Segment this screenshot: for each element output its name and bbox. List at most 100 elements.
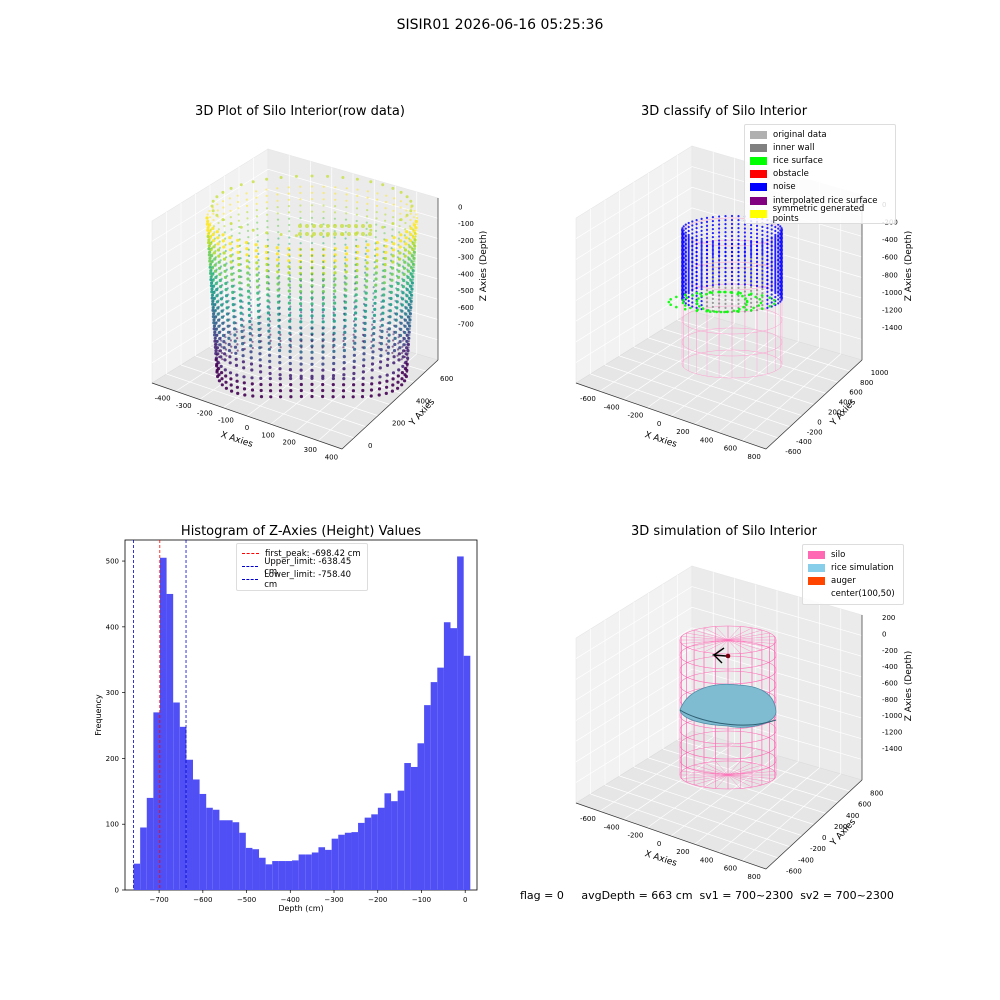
data-point [240,323,244,327]
data-point [321,382,325,387]
data-point [326,232,330,236]
legend-item-noise: noise [750,181,890,194]
data-point [220,377,224,381]
data-point [241,360,245,364]
data-point [229,377,233,381]
data-point [750,240,753,243]
data-point [743,267,746,270]
data-point [372,298,375,301]
data-point [218,343,222,347]
data-point [375,223,378,226]
data-point [223,269,227,273]
data-point [691,228,694,231]
data-point [259,376,263,380]
data-point [408,327,411,330]
data-point [383,263,387,267]
data-point [237,275,242,279]
data-point [259,333,263,336]
data-point [691,220,694,223]
data-point [268,383,272,387]
data-point [761,273,764,276]
data-point [220,371,224,375]
rice-surface [679,683,777,728]
data-point [342,346,345,349]
data-point [750,276,753,279]
data-point [333,267,336,270]
histogram-bar [265,864,273,890]
data-point [230,228,233,231]
silo-floor-line [703,774,729,788]
data-point [361,333,365,336]
data-point [393,342,397,347]
data-point [212,265,215,268]
data-point [353,323,357,327]
silo-top-line [681,636,729,641]
silo-floor-line [703,762,729,776]
silo-floor-line [694,764,729,776]
data-point [695,291,699,295]
y-tick-label: 0 [115,887,119,895]
data-point [222,257,226,261]
data-point [220,277,223,280]
data-point [684,287,687,290]
data-point [232,315,236,319]
data-point [407,346,410,349]
data-point [388,315,392,319]
data-point [310,333,314,336]
tick-label: 0 [245,424,249,432]
data-point [403,254,407,258]
data-point [310,376,314,380]
tick-label: -600 [882,254,898,262]
data-point [403,311,406,315]
data-point [404,242,408,246]
silo-floor-line [715,774,729,789]
x-tick-label: −700 [149,896,168,904]
data-point [214,330,217,333]
y-axis-line [765,359,863,450]
data-point [310,362,314,366]
data-point [242,325,245,328]
data-point [364,252,367,255]
data-point [777,259,780,262]
raw-3d-plot[interactable]: -400-300-200-100010020030040002004006000… [0,0,500,500]
data-point [761,285,764,288]
data-point [213,318,216,321]
data-point [403,362,406,365]
data-point [755,240,759,243]
simulation-3d-plot[interactable]: -600-400-2000200400600800-600-400-200020… [500,420,1000,900]
data-point [414,241,417,244]
histogram-chart[interactable]: −700 −600 −500 −400 −300 −200 −100 001002003004… [0,500,500,920]
data-point [737,227,740,230]
data-point [231,303,235,307]
tick-label: 800 [870,790,883,798]
data-point [237,256,241,261]
data-point [216,242,220,246]
data-point [229,330,232,333]
data-point [212,218,215,222]
legend-swatch [750,130,767,139]
data-point [755,248,759,251]
data-point [208,259,212,263]
data-point [705,280,709,283]
data-point [774,259,777,263]
data-point [310,285,314,289]
data-point [392,330,395,333]
data-point [288,261,291,264]
histogram-bar [292,860,299,890]
data-point [333,232,337,236]
grid-line [662,328,839,383]
data-point [770,272,773,275]
data-point [718,219,721,222]
data-point [232,321,236,325]
data-point [331,383,335,387]
data-point [768,296,772,300]
data-point [777,283,780,286]
data-point [258,296,261,299]
data-point [399,233,403,237]
data-point [362,352,366,356]
data-point [691,264,694,267]
data-point [230,272,234,276]
data-point [224,243,227,246]
data-point [711,277,714,280]
classify-3d-plot[interactable]: -600-400-2000200400600800-600-400-200020… [500,0,1000,500]
